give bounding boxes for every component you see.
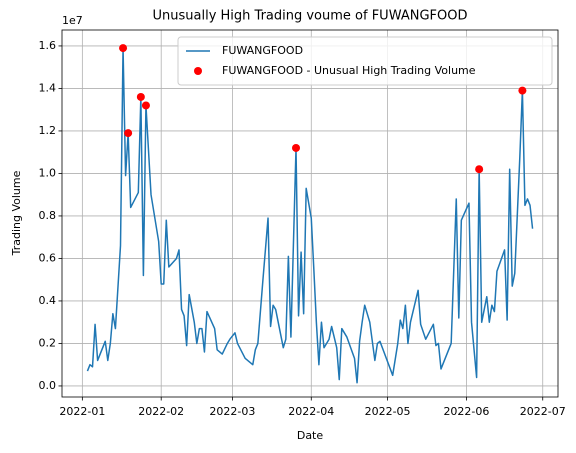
y-tick-label: 0.8 [39, 209, 57, 222]
y-tick-label: 1.0 [39, 166, 57, 179]
legend: FUWANGFOOD FUWANGFOOD - Unusual High Trad… [177, 36, 553, 86]
x-tick-label: 2022-07 [520, 405, 566, 418]
scatter-point [475, 165, 484, 174]
x-tick-label: 2022-04 [288, 405, 334, 418]
x-tick-label: 2022-06 [443, 405, 489, 418]
scatter-point [518, 86, 527, 95]
y-tick-label: 1.2 [39, 124, 57, 137]
x-tick-label: 2022-03 [209, 405, 255, 418]
legend-label: FUWANGFOOD - Unusual High Trading Volume [222, 64, 476, 77]
legend-swatch [194, 67, 202, 75]
y-tick-label: 0.2 [39, 336, 57, 349]
legend-label: FUWANGFOOD [222, 44, 303, 57]
scatter-point [136, 92, 145, 101]
scatter-point [124, 129, 133, 138]
x-tick-label: 2022-05 [365, 405, 411, 418]
scatter-point [119, 44, 128, 53]
x-tick-label: 2022-02 [138, 405, 184, 418]
legend-box [177, 36, 553, 86]
line-series [86, 47, 534, 384]
y-tick-label: 0.6 [39, 251, 57, 264]
tick-layer: 0.0 0.2 0.4 0.6 0.8 1.0 1.2 1.4 1.6 2022-01 2022-0… [39, 39, 566, 418]
scatter-point [141, 101, 150, 110]
x-axis-label: Date [297, 429, 324, 442]
y-tick-label: 0.0 [39, 379, 57, 392]
y-axis-label: Trading Volume [10, 170, 23, 256]
chart-title: Unusually High Trading voume of FUWANGFO… [153, 9, 468, 24]
plot-layer [86, 44, 534, 384]
grid-layer [62, 30, 558, 397]
x-tick-label: 2022-01 [59, 405, 105, 418]
y-tick-label: 1.4 [39, 81, 57, 94]
axes-frame [61, 29, 559, 398]
y-tick-label: 1.6 [39, 39, 57, 52]
y-offset-label: 1e7 [62, 14, 83, 27]
y-tick-label: 0.4 [39, 294, 57, 307]
scatter-point [292, 143, 301, 152]
